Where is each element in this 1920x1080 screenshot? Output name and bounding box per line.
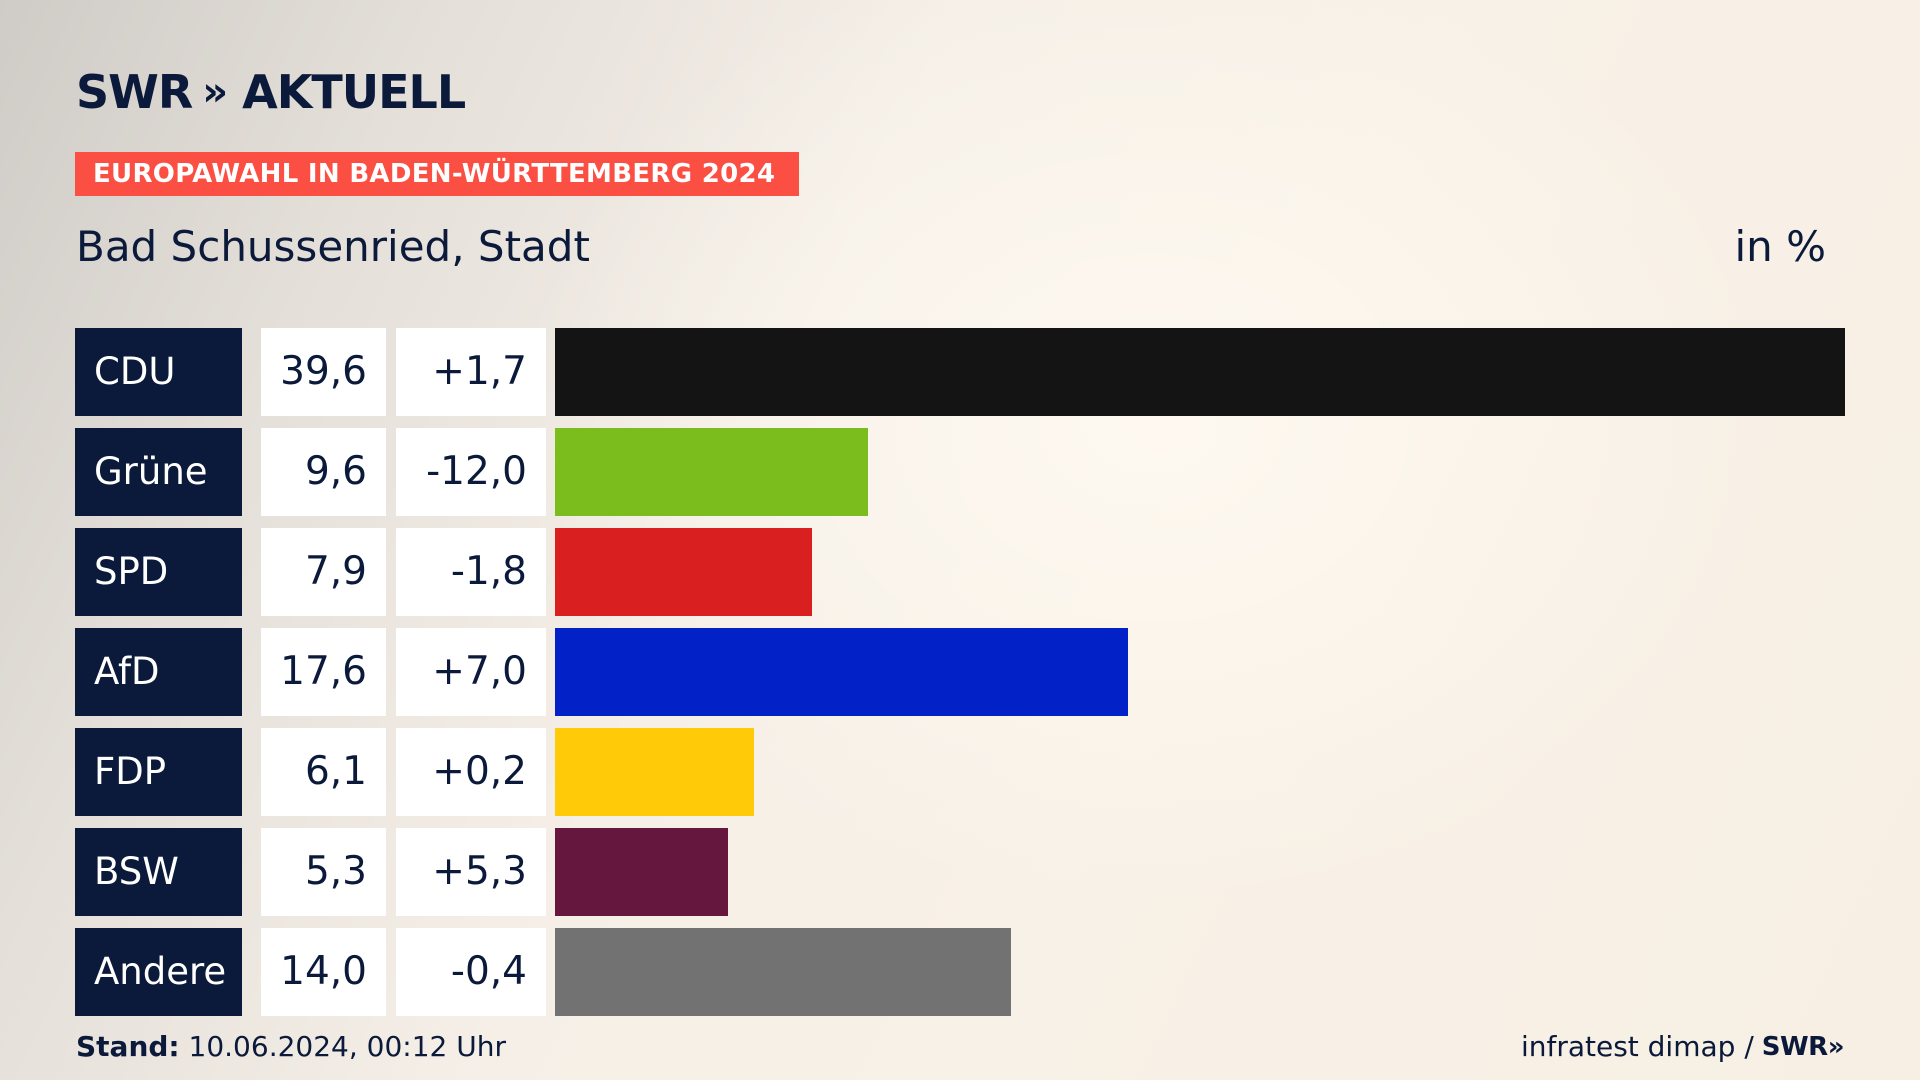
difference-value: -1,8: [396, 528, 546, 616]
difference-value: +1,7: [396, 328, 546, 416]
party-label: Andere: [75, 928, 242, 1016]
vote-share-value: 14,0: [261, 928, 386, 1016]
vote-share-value: 9,6: [261, 428, 386, 516]
difference-value: +7,0: [396, 628, 546, 716]
bar: [555, 628, 1128, 716]
bar: [555, 528, 812, 616]
vote-share-value: 17,6: [261, 628, 386, 716]
difference-value: +0,2: [396, 728, 546, 816]
unit-label: in %: [1734, 222, 1826, 271]
source-logo: SWR»: [1761, 1031, 1845, 1062]
bar: [555, 928, 1011, 1016]
party-label: SPD: [75, 528, 242, 616]
difference-value: -12,0: [396, 428, 546, 516]
bar: [555, 328, 1845, 416]
difference-value: +5,3: [396, 828, 546, 916]
vote-share-value: 5,3: [261, 828, 386, 916]
vote-share-value: 39,6: [261, 328, 386, 416]
stand-label: Stand:: [76, 1030, 180, 1063]
chevron-right-icon: »: [1827, 1031, 1845, 1062]
party-label: CDU: [75, 328, 242, 416]
bar: [555, 728, 754, 816]
page-title: Bad Schussenried, Stadt: [76, 222, 590, 271]
swr-aktuell-logo: SWR » AKTUELL: [76, 65, 466, 119]
timestamp: Stand: 10.06.2024, 00:12 Uhr: [76, 1030, 506, 1063]
bar: [555, 828, 728, 916]
source-credit: infratest dimap / SWR»: [1520, 1030, 1845, 1063]
party-label: Grüne: [75, 428, 242, 516]
source-logo-text: SWR: [1761, 1031, 1828, 1062]
election-badge: EUROPAWAHL IN BADEN-WÜRTTEMBERG 2024: [75, 152, 799, 196]
party-label: FDP: [75, 728, 242, 816]
source-text: infratest dimap /: [1520, 1030, 1754, 1063]
party-label: BSW: [75, 828, 242, 916]
logo-aktuell: AKTUELL: [242, 65, 466, 119]
party-label: AfD: [75, 628, 242, 716]
chevron-right-icon: »: [202, 69, 228, 115]
stand-value: 10.06.2024, 00:12 Uhr: [188, 1030, 506, 1063]
bar: [555, 428, 868, 516]
vote-share-value: 6,1: [261, 728, 386, 816]
logo-swr: SWR: [76, 65, 193, 119]
vote-share-value: 7,9: [261, 528, 386, 616]
difference-value: -0,4: [396, 928, 546, 1016]
